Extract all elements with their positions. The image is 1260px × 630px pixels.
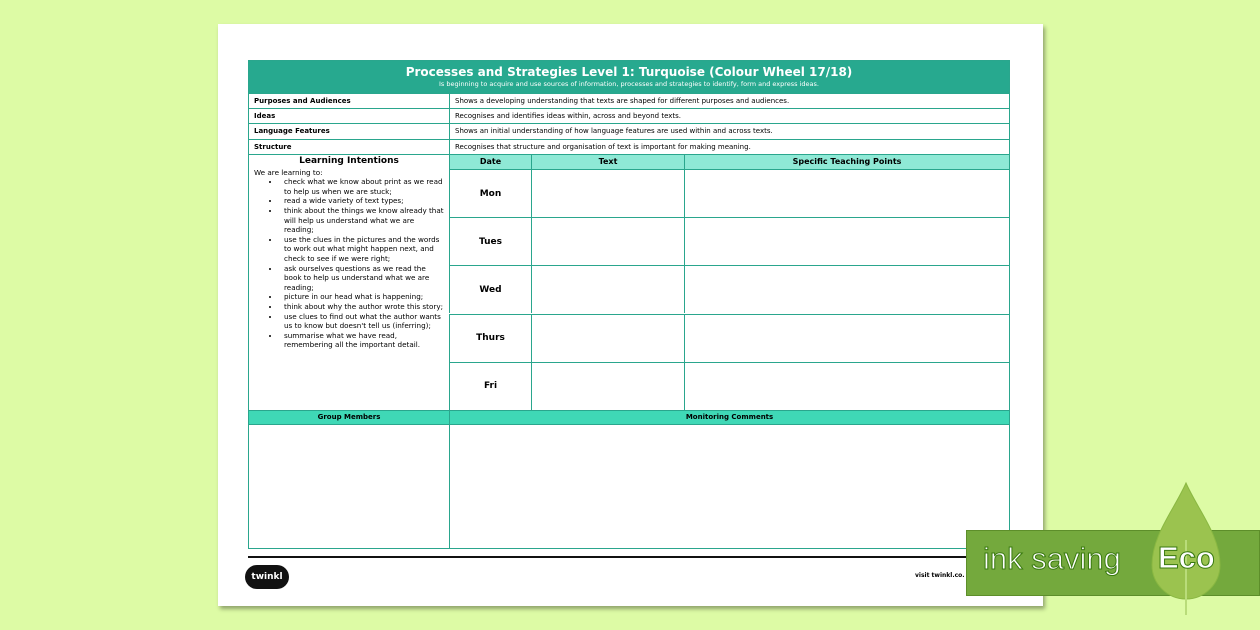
learning-intentions: Learning Intentions We are learning to: … [249,154,449,410]
worksheet-page [218,24,1043,606]
footer-link[interactable]: visit twinkl.co. [915,572,965,579]
points-column-header: Specific Teaching Points [684,154,1009,169]
criteria-row: Purposes and Audiences Shows a developing… [249,93,1009,108]
group-members-header: Group Members [249,410,449,424]
criteria-label: Ideas [254,112,276,120]
criteria-row: Structure Recognises that structure and o… [249,139,1009,154]
text-cell[interactable] [531,313,684,362]
text-cell[interactable] [531,169,684,217]
eco-badge-label: Eco [1158,540,1216,576]
teaching-points-cell[interactable] [684,313,1009,362]
learning-item: picture in our head what is happening; [280,292,444,302]
page-title: Processes and Strategies Level 1: Turquo… [405,65,853,79]
day-cell: Thurs [449,313,531,362]
criteria-text: Recognises and identifies ideas within, … [455,112,682,120]
learning-item: ask ourselves questions as we read the b… [280,264,444,293]
criteria-label: Structure [254,143,292,151]
criteria-text: Recognises that structure and organisati… [455,143,751,151]
teaching-points-cell[interactable] [684,217,1009,266]
criteria-row: Language Features Shows an initial unders… [249,123,1009,139]
day-cell: Wed [449,265,531,314]
group-members-cell[interactable] [249,424,449,548]
criteria-text: Shows a developing understanding that te… [455,97,790,105]
text-column-header: Text [531,154,684,169]
day-cell: Mon [449,169,531,217]
teaching-points-cell[interactable] [684,361,1009,410]
teaching-points-cell[interactable] [684,169,1009,217]
learning-intro: We are learning to: [254,167,323,177]
learning-list: check what we know about print as we rea… [254,177,444,350]
criteria-row: Ideas Recognises and identifies ideas wit… [249,108,1009,123]
text-cell[interactable] [531,265,684,314]
page-subtitle: Is beginning to acquire and use sources … [439,80,819,88]
learning-item: think about the things we know already t… [280,206,444,235]
monitoring-comments-cell[interactable] [449,424,1009,548]
learning-item: read a wide variety of text types; [280,196,444,206]
learning-item: think about why the author wrote this st… [280,302,444,312]
date-column-header: Date [449,154,531,169]
criteria-label: Purposes and Audiences [254,97,351,105]
learning-item: check what we know about print as we rea… [280,177,444,196]
ink-saving-label: ink saving [983,541,1122,577]
teaching-points-cell[interactable] [684,265,1009,314]
day-cell: Tues [449,217,531,266]
text-cell[interactable] [531,217,684,266]
learning-item: use the clues in the pictures and the wo… [280,235,444,264]
day-cell: Fri [449,361,531,410]
learning-item: use clues to find out what the author wa… [280,312,444,331]
criteria-text: Shows an initial understanding of how la… [455,127,773,135]
learning-item: summarise what we have read, remembering… [280,331,444,350]
twinkl-logo: twinkl [245,565,289,589]
footer-divider [248,556,1010,558]
monitoring-comments-header: Monitoring Comments [449,410,1009,424]
table-header: Processes and Strategies Level 1: Turquo… [249,61,1009,93]
text-cell[interactable] [531,361,684,410]
eco-leaf-icon [1151,481,1221,615]
criteria-label: Language Features [254,127,330,135]
learning-intentions-heading: Learning Intentions [299,156,399,166]
planning-table: Processes and Strategies Level 1: Turquo… [248,60,1010,549]
